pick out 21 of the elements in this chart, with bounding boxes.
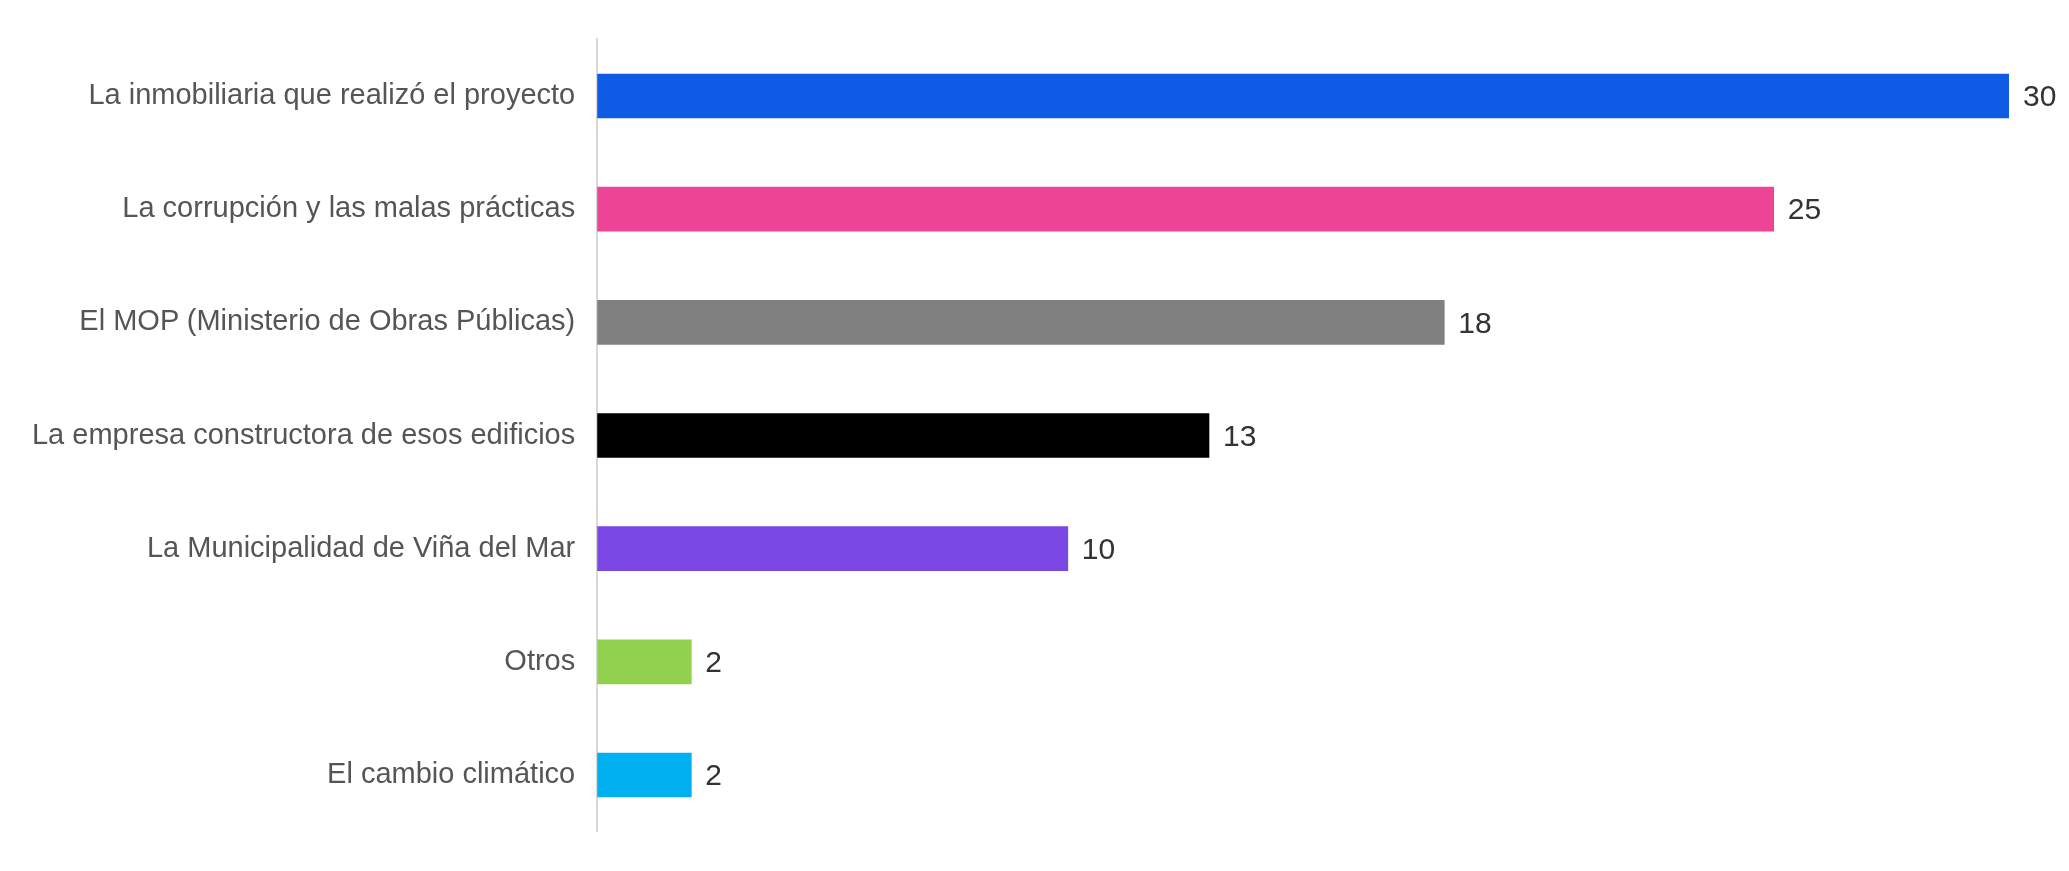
y-tick-label: La inmobiliaria que realizó el proyecto [88,77,576,110]
y-tick-label: La empresa constructora de esos edificios [31,417,576,450]
y-tick-label: La corrupción y las malas prácticas [122,191,576,224]
data-label: 25 [1787,192,1822,226]
y-tick-label: La Municipalidad de Viña del Mar [146,530,576,563]
data-label: 2 [705,758,723,792]
y-tick-label: Otros [504,643,576,676]
bar [597,752,692,798]
y-tick-label: El cambio climático [327,757,576,790]
data-label: 13 [1222,418,1257,452]
bar [597,639,692,685]
data-label: 10 [1081,531,1116,565]
y-tick-label: El MOP (Ministerio de Obras Públicas) [79,304,576,337]
data-label: 30 [2023,79,2057,113]
data-label: 2 [705,645,723,679]
bar [597,73,2009,119]
data-label: 18 [1458,305,1492,339]
bar [597,526,1069,571]
bar [597,186,1775,232]
bar [597,300,1445,345]
bar [597,413,1210,458]
